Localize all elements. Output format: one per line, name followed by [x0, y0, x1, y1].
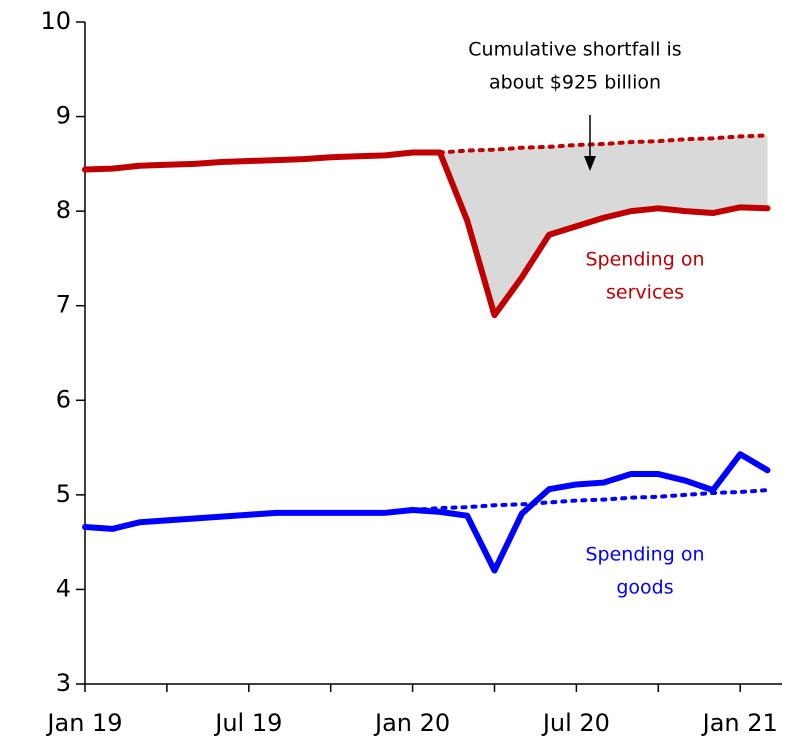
x-tick-label: Jan 20	[373, 709, 450, 737]
annotation: Spending on	[585, 249, 704, 271]
annotation: about $925 billion	[489, 72, 661, 94]
x-tick-label: Jan 19	[45, 709, 122, 737]
y-tick-label: 3	[56, 669, 71, 697]
arrow-head	[584, 156, 596, 171]
shortfall-area	[439, 135, 768, 316]
trend-line	[437, 133, 770, 155]
y-tick-label: 8	[56, 196, 71, 224]
y-tick-label: 9	[56, 102, 71, 130]
annotation: Spending on	[585, 544, 704, 566]
data-line	[82, 149, 771, 319]
y-tick-label: 5	[56, 480, 71, 508]
y-tick-label: 4	[56, 574, 71, 602]
annotation: services	[606, 282, 684, 304]
annotation: Cumulative shortfall is	[468, 39, 681, 61]
annotation: goods	[616, 577, 673, 599]
y-tick-label: 7	[56, 291, 71, 319]
x-tick-label: Jan 21	[701, 709, 778, 737]
x-tick-label: Jul 19	[213, 709, 282, 737]
y-tick-label: 10	[40, 7, 71, 35]
y-tick-label: 6	[56, 385, 71, 413]
trend-line	[410, 488, 770, 512]
x-tick-label: Jul 20	[541, 709, 610, 737]
